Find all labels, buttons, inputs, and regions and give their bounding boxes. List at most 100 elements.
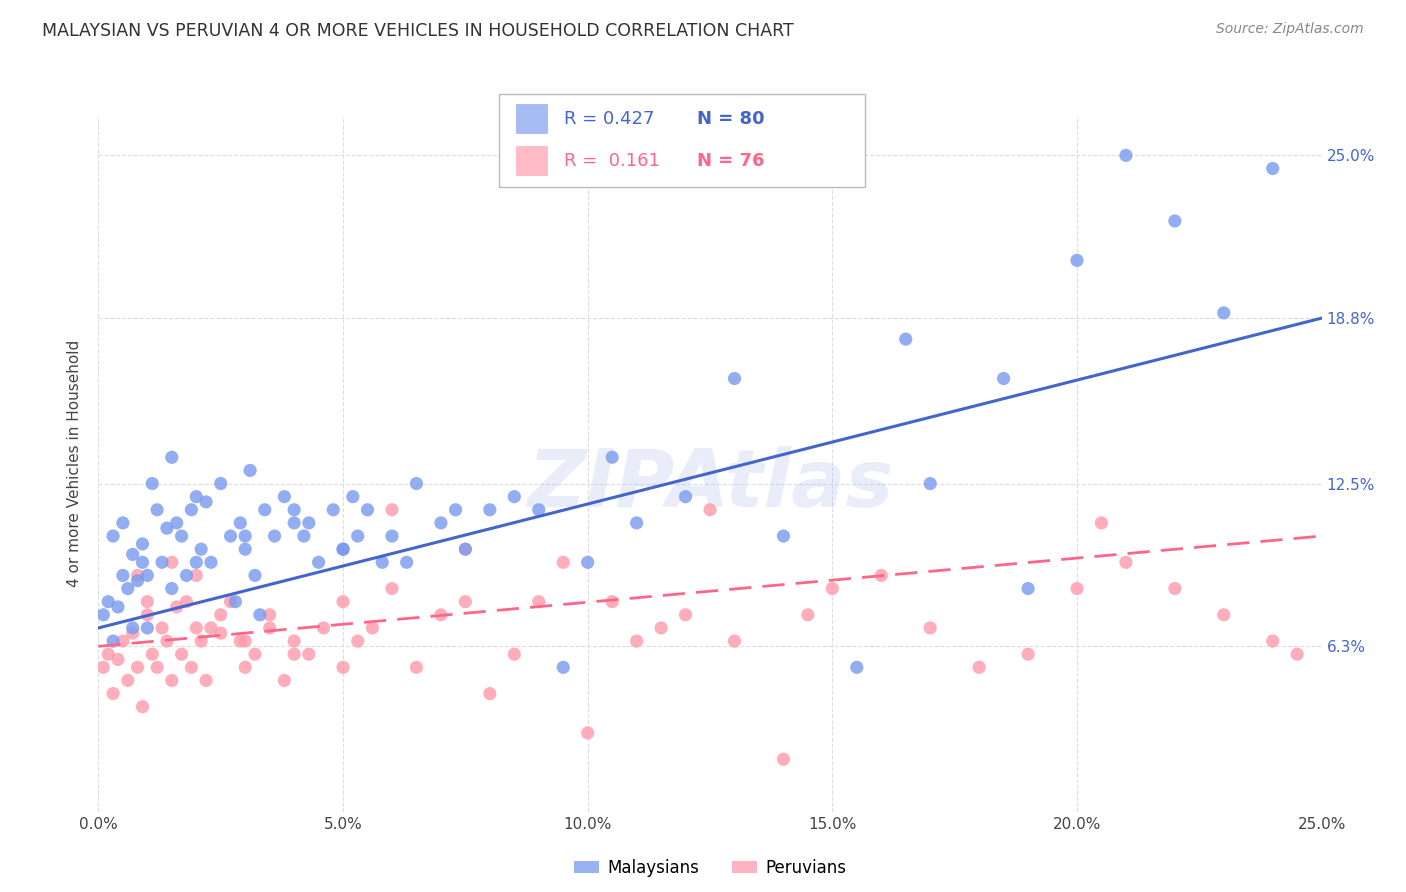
Point [243, 647, 266, 661]
Point [527, 503, 550, 517]
Point [444, 503, 467, 517]
Point [101, 529, 124, 543]
Point [101, 634, 124, 648]
Point [283, 647, 305, 661]
Point [146, 660, 169, 674]
Point [993, 371, 1015, 385]
Point [723, 634, 745, 648]
Point [239, 463, 262, 477]
Point [111, 634, 134, 648]
Point [332, 542, 354, 557]
Y-axis label: 4 or more Vehicles in Household: 4 or more Vehicles in Household [67, 340, 83, 588]
Point [166, 516, 188, 530]
Point [527, 595, 550, 609]
Point [156, 521, 179, 535]
Point [170, 647, 193, 661]
Point [312, 621, 335, 635]
Point [136, 595, 159, 609]
Point [273, 673, 295, 688]
Point [332, 660, 354, 674]
Text: R =  0.161: R = 0.161 [564, 152, 659, 169]
Point [141, 647, 163, 661]
Point [180, 503, 202, 517]
Point [361, 621, 384, 635]
Point [356, 503, 378, 517]
Point [233, 542, 256, 557]
Legend: Malaysians, Peruvians: Malaysians, Peruvians [567, 852, 853, 883]
Point [195, 673, 218, 688]
Point [209, 476, 232, 491]
Point [395, 555, 418, 569]
Point [967, 660, 990, 674]
Point [283, 516, 305, 530]
Point [127, 574, 149, 588]
Point [1212, 306, 1234, 320]
Point [219, 595, 242, 609]
Point [176, 568, 198, 582]
Point [160, 673, 183, 688]
Point [209, 626, 232, 640]
Point [553, 555, 575, 569]
Point [454, 595, 477, 609]
Text: N = 76: N = 76 [697, 152, 765, 169]
Point [845, 660, 868, 674]
Point [503, 490, 526, 504]
Point [249, 607, 271, 622]
Point [723, 371, 745, 385]
Point [454, 542, 477, 557]
Text: N = 80: N = 80 [697, 110, 765, 128]
Point [283, 634, 305, 648]
Point [200, 621, 222, 635]
Point [430, 516, 453, 530]
Point [772, 529, 794, 543]
Point [553, 660, 575, 674]
Point [233, 660, 256, 674]
Point [273, 490, 295, 504]
Point [772, 752, 794, 766]
Point [454, 542, 477, 557]
Point [699, 503, 721, 517]
Point [430, 607, 453, 622]
Point [101, 687, 124, 701]
Point [1261, 634, 1284, 648]
Point [186, 621, 208, 635]
Point [91, 607, 114, 622]
Point [405, 476, 427, 491]
Point [259, 621, 281, 635]
Point [675, 490, 697, 504]
Point [1261, 161, 1284, 176]
Point [1017, 647, 1039, 661]
Point [146, 503, 169, 517]
Point [322, 503, 344, 517]
Point [195, 495, 218, 509]
Point [346, 529, 368, 543]
Point [576, 555, 599, 569]
Point [117, 582, 139, 596]
Point [478, 687, 501, 701]
Point [127, 568, 149, 582]
Point [381, 529, 404, 543]
Point [180, 660, 202, 674]
Text: R = 0.427: R = 0.427 [564, 110, 654, 128]
Point [298, 516, 321, 530]
Point [600, 595, 623, 609]
Point [127, 660, 149, 674]
Point [1212, 607, 1234, 622]
Point [1090, 516, 1112, 530]
Point [107, 599, 129, 614]
Point [224, 595, 246, 609]
Point [821, 582, 844, 596]
Point [576, 726, 599, 740]
Point [136, 607, 159, 622]
Point [190, 542, 212, 557]
Point [186, 568, 208, 582]
Point [150, 621, 173, 635]
Point [1164, 582, 1187, 596]
Point [229, 634, 252, 648]
Point [150, 555, 173, 569]
Point [1017, 582, 1039, 596]
Point [131, 699, 153, 714]
Point [243, 568, 266, 582]
Point [1066, 582, 1088, 596]
Point [503, 647, 526, 661]
